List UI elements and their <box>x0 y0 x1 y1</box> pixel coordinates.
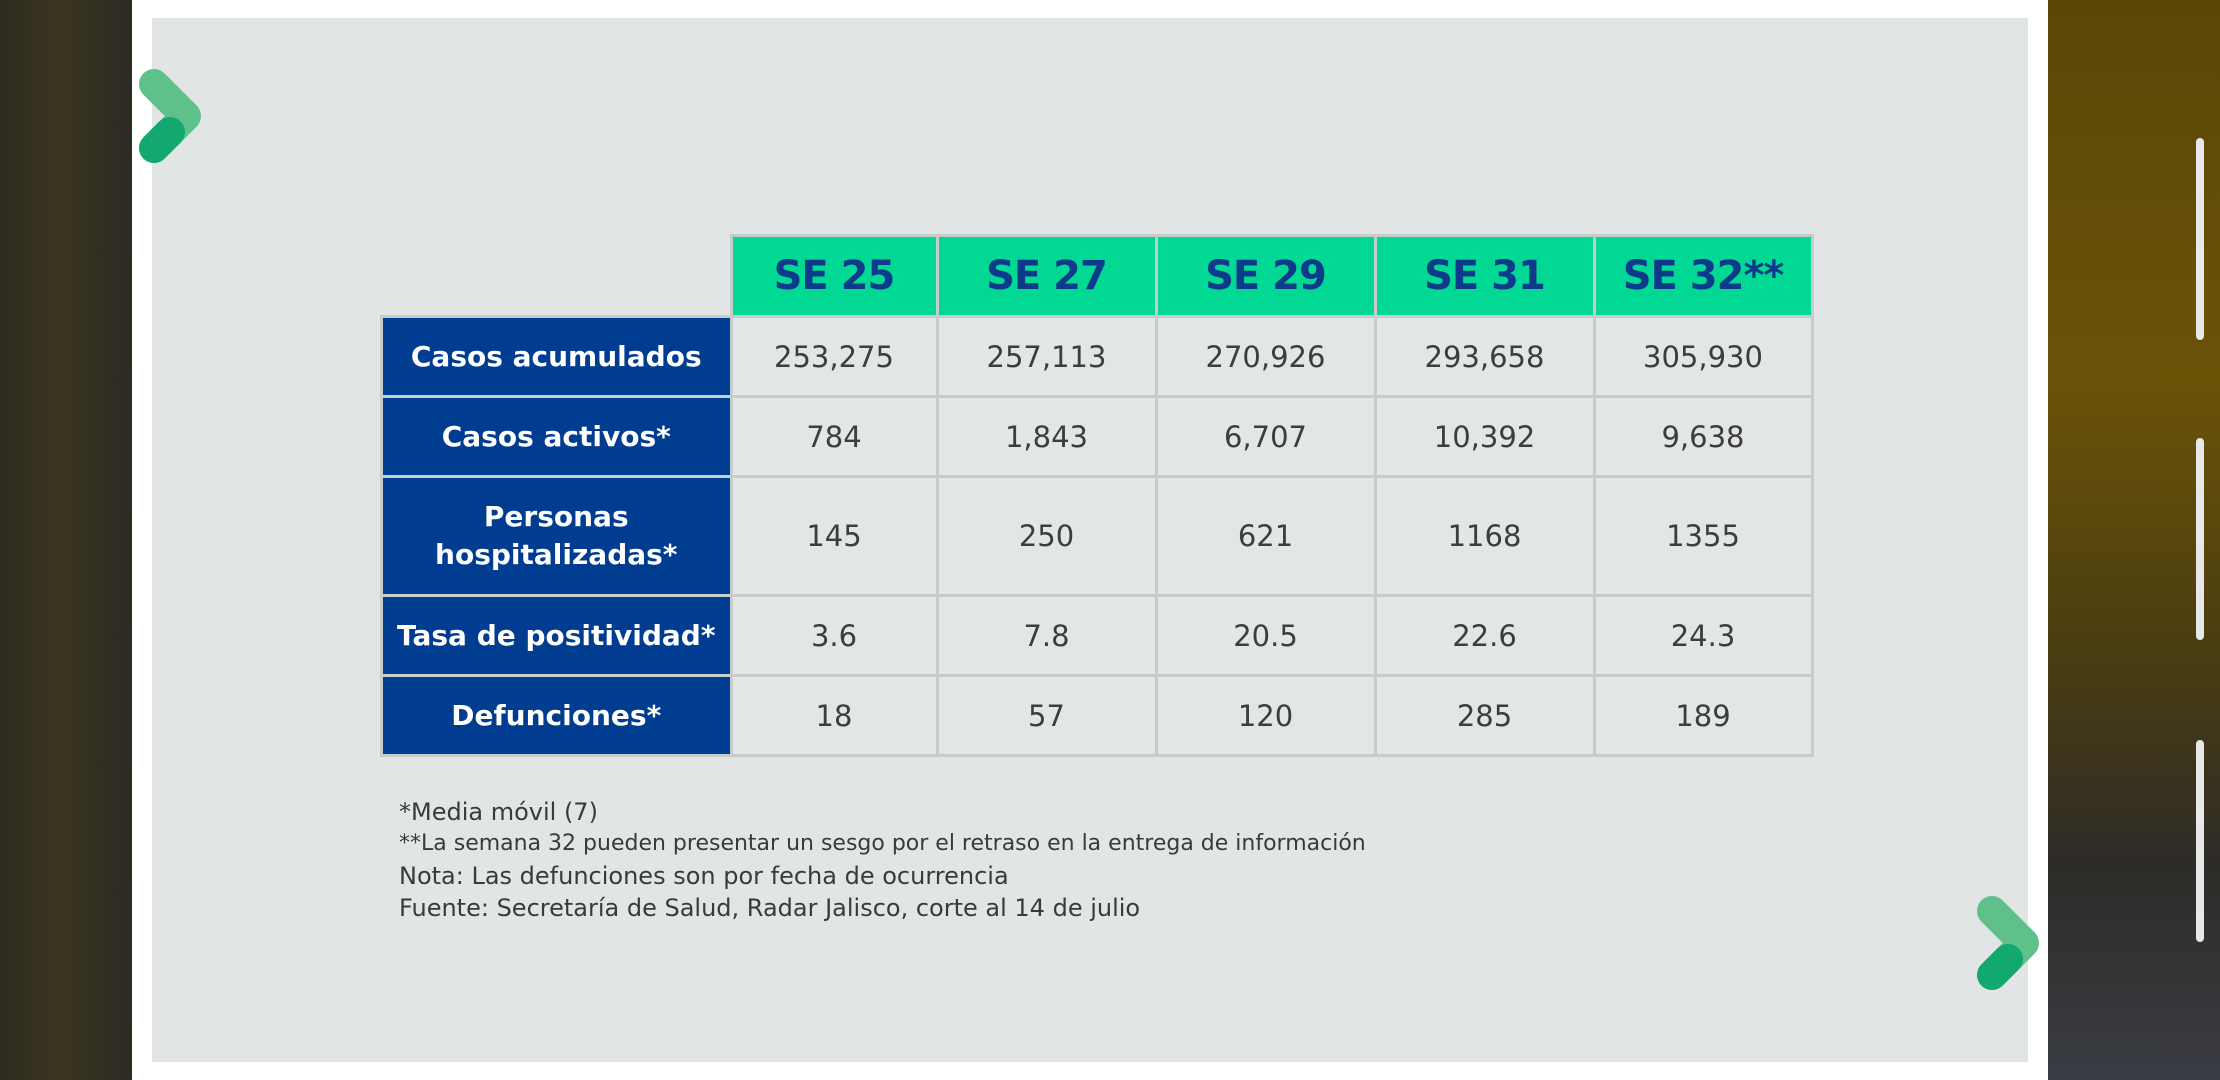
column-header: SE 32** <box>1592 234 1814 318</box>
table-cell: 57 <box>935 674 1158 757</box>
table-cell: 18 <box>729 674 939 757</box>
scrollbar-segment[interactable] <box>2196 740 2204 942</box>
table-cell: 285 <box>1373 674 1596 757</box>
table-cell: 22.6 <box>1373 594 1596 677</box>
table-cell: 10,392 <box>1373 395 1596 478</box>
background-right <box>2048 0 2220 1080</box>
row-header: Defunciones* <box>380 674 733 757</box>
table-cell: 9,638 <box>1592 395 1814 478</box>
table-cell: 257,113 <box>935 315 1158 398</box>
table-header-row: SE 25 SE 27 SE 29 SE 31 SE 32** <box>382 234 1814 318</box>
table-cell: 270,926 <box>1154 315 1377 398</box>
table-cell: 7.8 <box>935 594 1158 677</box>
table-cell: 120 <box>1154 674 1377 757</box>
table-cell: 6,707 <box>1154 395 1377 478</box>
table-row: Casos acumulados 253,275 257,113 270,926… <box>380 315 1814 398</box>
table-row: Casos activos* 784 1,843 6,707 10,392 9,… <box>380 395 1814 478</box>
table-footnotes: *Media móvil (7) **La semana 32 pueden p… <box>399 796 1366 924</box>
column-header: SE 31 <box>1373 234 1596 318</box>
row-header: Casos acumulados <box>380 315 733 398</box>
table-cell: 253,275 <box>729 315 939 398</box>
footnote-semana-32: **La semana 32 pueden presentar un sesgo… <box>399 831 1366 856</box>
row-header: Tasa de positividad* <box>380 594 733 677</box>
table-row: Tasa de positividad* 3.6 7.8 20.5 22.6 2… <box>380 594 1814 677</box>
scrollbar-segment[interactable] <box>2196 138 2204 340</box>
table-cell: 20.5 <box>1154 594 1377 677</box>
row-header: Casos activos* <box>380 395 733 478</box>
table-cell: 3.6 <box>729 594 939 677</box>
column-header: SE 29 <box>1154 234 1377 318</box>
table-corner <box>382 236 732 317</box>
table-row: Defunciones* 18 57 120 285 189 <box>380 674 1814 757</box>
data-table: SE 25 SE 27 SE 29 SE 31 SE 32** Casos ac… <box>380 234 1814 757</box>
table-cell: 1355 <box>1592 475 1814 597</box>
chevron-logo-icon <box>139 69 201 163</box>
column-header: SE 25 <box>729 234 939 318</box>
table-cell: 145 <box>729 475 939 597</box>
scrollbar-segment[interactable] <box>2196 438 2204 640</box>
table-cell: 784 <box>729 395 939 478</box>
table-cell: 1168 <box>1373 475 1596 597</box>
footnote-defunciones: Nota: Las defunciones son por fecha de o… <box>399 862 1009 890</box>
table-row: Personas hospitalizadas* 145 250 621 116… <box>380 475 1814 597</box>
column-header: SE 27 <box>935 234 1158 318</box>
row-header: Personas hospitalizadas* <box>380 475 733 597</box>
table-cell: 189 <box>1592 674 1814 757</box>
table-cell: 621 <box>1154 475 1377 597</box>
table-cell: 250 <box>935 475 1158 597</box>
footnote-fuente: Fuente: Secretaría de Salud, Radar Jalis… <box>399 894 1141 922</box>
table-cell: 305,930 <box>1592 315 1814 398</box>
table-cell: 1,843 <box>935 395 1158 478</box>
table-cell: 24.3 <box>1592 594 1814 677</box>
table-cell: 293,658 <box>1373 315 1596 398</box>
footnote-media-movil: *Media móvil (7) <box>399 798 598 826</box>
chevron-logo-icon <box>1977 896 2039 990</box>
